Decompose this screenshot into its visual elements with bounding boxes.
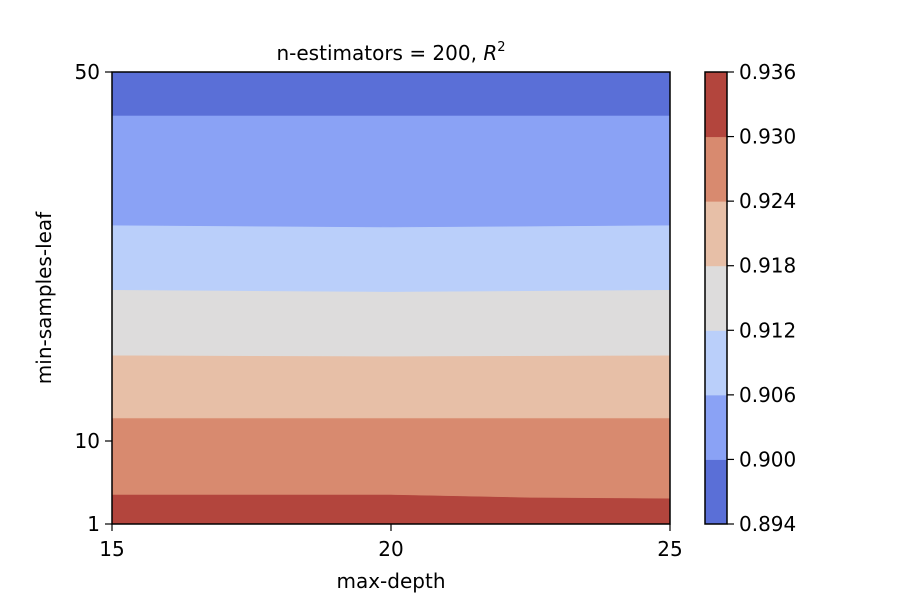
colorbar-segment-0.894	[705, 459, 727, 525]
colorbar-segment-0.930	[705, 72, 727, 138]
y-axis: 1 10 50	[75, 60, 112, 536]
colorbar-segment-0.924	[705, 136, 727, 202]
contour-bands	[111, 71, 671, 525]
colorbar-tick-label: 0.936	[739, 60, 796, 84]
contour-band-0.894-0.900	[111, 71, 671, 116]
contour-band-0.900-0.906	[111, 115, 671, 228]
x-axis-label: max-depth	[336, 569, 445, 593]
colorbar-tick-label: 0.912	[739, 318, 796, 342]
x-tick-label: 15	[99, 537, 124, 561]
chart-title-text: n-estimators = 200,	[276, 41, 483, 65]
colorbar-tick-label: 0.930	[739, 125, 796, 149]
colorbar: 0.894 0.900 0.906 0.912 0.918 0.924 0.930 0.936	[704, 60, 796, 536]
chart-title-math: R	[483, 41, 497, 65]
y-axis-label: min-samples-leaf	[32, 211, 56, 384]
colorbar-tick-label: 0.918	[739, 254, 796, 278]
chart-title-math-sup: 2	[497, 40, 505, 55]
contour-band-0.918-0.924	[111, 354, 671, 419]
colorbar-segment-0.906	[705, 330, 727, 396]
x-tick-label: 20	[378, 537, 403, 561]
y-tick-label: 1	[87, 512, 100, 536]
colorbar-tick-label: 0.906	[739, 383, 796, 407]
y-tick-label: 50	[75, 60, 100, 84]
colorbar-segment-0.912	[705, 265, 727, 331]
colorbar-frame	[704, 71, 728, 525]
x-axis: 15 20 25	[99, 524, 683, 561]
colorbar-segment-0.918	[705, 201, 727, 267]
colorbar-tick-label: 0.894	[739, 512, 796, 536]
colorbar-tick-label: 0.924	[739, 189, 796, 213]
contour-band-0.906-0.912	[111, 224, 671, 292]
contour-band-0.924-0.930	[111, 417, 671, 499]
colorbar-segment-0.900	[705, 394, 727, 460]
y-tick-label: 10	[75, 429, 100, 453]
colorbar-tick-label: 0.900	[739, 447, 796, 471]
contour-band-0.912-0.918	[111, 289, 671, 357]
contour-band-0.930-0.936	[111, 494, 671, 525]
chart-title: n-estimators = 200, R2	[276, 40, 505, 65]
x-tick-label: 25	[657, 537, 682, 561]
